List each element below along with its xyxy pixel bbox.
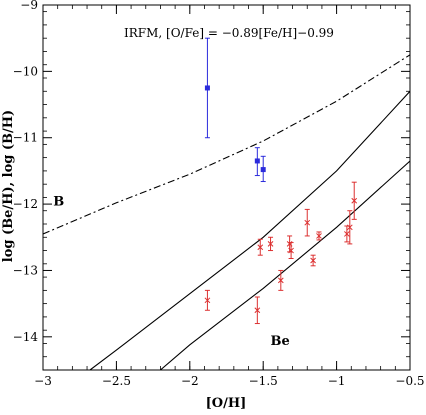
y-axis-label: log (Be/H), log (B/H): [1, 110, 16, 262]
curve-label-b: B: [53, 194, 64, 209]
y-tick-label: −12: [13, 197, 38, 211]
plot-frame: [42, 4, 411, 371]
boron-data-point: [204, 85, 210, 91]
x-tick-label: −1.5: [249, 374, 278, 388]
y-tick-label: −14: [13, 330, 39, 344]
beryllium-data-point: [346, 224, 353, 231]
boron-data-point: [254, 158, 260, 164]
x-tick-label: −0.5: [395, 374, 424, 388]
beryllium-data-point: [277, 277, 284, 284]
beryllium-data-point: [267, 241, 274, 247]
y-tick-label: −13: [13, 263, 38, 277]
beryllium-data-point: [257, 244, 264, 251]
beryllium-data-point: [344, 231, 350, 237]
y-tick-label: −10: [13, 64, 38, 78]
x-tick-label: −1: [328, 374, 346, 388]
y-tick-label: −9: [20, 0, 38, 12]
beryllium-data-point: [316, 233, 322, 239]
beryllium-data-point: [304, 219, 311, 226]
y-tick-label: −11: [13, 131, 38, 145]
annotation-formula: IRFM, [O/Fe] = −0.89[Fe/H]−0.99: [124, 26, 334, 40]
beryllium-model-curve-1: [89, 90, 410, 370]
curve-label-be: Be: [271, 334, 290, 349]
beryllium-data-point: [310, 257, 316, 264]
x-axis-label: [O/H]: [206, 396, 247, 411]
beryllium-model-curve-2: [160, 160, 410, 370]
x-tick-label: −3: [34, 374, 52, 388]
boron-model-curve: [43, 54, 410, 235]
beryllium-data-point: [254, 307, 261, 314]
x-tick-label: −2.5: [102, 374, 131, 388]
beryllium-data-point: [204, 297, 211, 304]
x-tick-label: −2: [181, 374, 199, 388]
beryllium-data-point: [288, 247, 294, 254]
beryllium-data-point: [351, 197, 358, 204]
boron-data-point: [260, 167, 266, 173]
curves-group: [43, 54, 410, 370]
